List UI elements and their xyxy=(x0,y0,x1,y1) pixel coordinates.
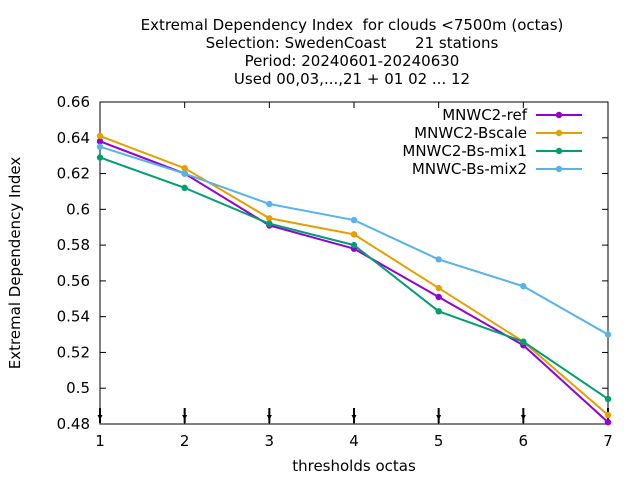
x-tick-labels: 1 2 3 4 5 6 7 xyxy=(95,432,613,450)
legend-label: MNWC2-Bs-mix1 xyxy=(402,142,527,160)
title-line: Extremal Dependency Index for clouds <75… xyxy=(141,16,564,34)
data-point xyxy=(266,200,273,208)
x-tick-label: 7 xyxy=(603,432,613,450)
data-point xyxy=(96,143,104,150)
data-point xyxy=(96,132,104,140)
data-point xyxy=(435,256,442,263)
data-point xyxy=(604,395,612,403)
chart-title: Extremal Dependency Index for clouds <75… xyxy=(141,16,564,88)
legend-swatch-point xyxy=(555,111,563,119)
threshold-marker-arrow xyxy=(436,415,442,420)
legend-label: MNWC-Bs-mix2 xyxy=(412,160,527,178)
data-point xyxy=(96,138,104,145)
data-point xyxy=(604,419,612,426)
title-line: Selection: SwedenCoast 21 stations xyxy=(206,34,499,52)
data-point xyxy=(435,308,442,315)
legend: MNWC2-refMNWC2-BscaleMNWC2-Bs-mix1MNWC-B… xyxy=(402,106,582,178)
series-line-3 xyxy=(99,145,609,336)
y-tick-label: 0.56 xyxy=(57,272,90,290)
x-tick-label: 1 xyxy=(95,432,105,450)
y-tick-label: 0.6 xyxy=(66,200,90,218)
series-group xyxy=(96,132,612,426)
threshold-marker-arrow xyxy=(182,415,188,420)
data-point xyxy=(604,411,612,419)
y-tick-label: 0.5 xyxy=(66,379,90,397)
y-tick-labels: 0.48 0.5 0.52 0.54 0.56 0.58 0.6 0.62 0.64 0.66 xyxy=(57,93,90,433)
y-tick-label: 0.62 xyxy=(57,165,90,183)
series-line-2 xyxy=(99,156,609,400)
y-tick-label: 0.52 xyxy=(57,343,90,361)
data-point xyxy=(435,284,442,292)
data-point xyxy=(181,184,188,192)
threshold-marker-arrow xyxy=(520,415,526,420)
data-point xyxy=(266,220,273,227)
data-point xyxy=(350,216,358,224)
series-line-0 xyxy=(99,140,609,423)
axis-ticks xyxy=(99,101,609,425)
title-line: Period: 20240601-20240630 xyxy=(245,52,460,70)
series-line-1 xyxy=(99,135,609,416)
data-point xyxy=(435,293,442,301)
threshold-marker-arrow xyxy=(351,415,357,420)
legend-swatch-point xyxy=(555,129,563,137)
legend-swatch-point xyxy=(555,147,563,155)
title-line: Used 00,03,...,21 + 01 02 ... 12 xyxy=(234,70,470,88)
threshold-markers xyxy=(97,408,611,423)
legend-label: MNWC2-ref xyxy=(442,106,527,124)
data-point xyxy=(266,215,273,222)
x-tick-label: 2 xyxy=(180,432,190,450)
data-point xyxy=(181,170,188,177)
y-tick-label: 0.54 xyxy=(57,308,90,326)
data-point xyxy=(181,164,188,172)
data-point xyxy=(350,241,358,249)
legend-swatch-point xyxy=(555,165,563,173)
x-tick-label: 5 xyxy=(434,432,444,450)
x-axis-label: thresholds octas xyxy=(292,457,416,475)
data-point xyxy=(96,154,104,161)
y-tick-label: 0.64 xyxy=(57,129,90,147)
y-tick-label: 0.58 xyxy=(57,236,90,254)
threshold-marker-arrow xyxy=(97,415,103,420)
threshold-marker-arrow xyxy=(266,415,272,420)
x-tick-label: 3 xyxy=(265,432,275,450)
data-point xyxy=(520,283,527,290)
data-point xyxy=(604,331,612,338)
y-tick-label: 0.48 xyxy=(57,415,90,433)
y-tick-label: 0.66 xyxy=(57,93,90,111)
plot-area-frame xyxy=(99,101,609,425)
data-point xyxy=(350,231,358,238)
data-point xyxy=(520,338,527,345)
legend-label: MNWC2-Bscale xyxy=(414,124,527,142)
x-tick-label: 4 xyxy=(349,432,359,450)
y-axis-label: Extremal Dependency Index xyxy=(6,157,24,370)
x-tick-label: 6 xyxy=(519,432,529,450)
